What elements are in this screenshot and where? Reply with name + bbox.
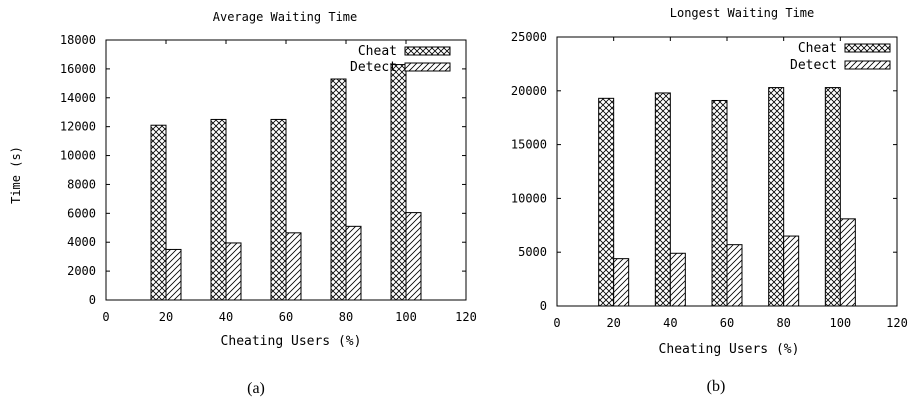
y-tick-label: 8000	[67, 177, 96, 191]
chart-title: Longest Waiting Time	[670, 6, 815, 20]
y-tick-label: 4000	[67, 235, 96, 249]
x-tick-label: 40	[663, 316, 677, 330]
x-tick-label: 0	[553, 316, 560, 330]
x-tick-label: 100	[829, 316, 851, 330]
y-tick-label: 0	[89, 293, 96, 307]
caption: (a)	[247, 380, 265, 397]
plot-frame	[556, 36, 898, 307]
bar-detect	[726, 244, 743, 307]
legend: Cheat Detect	[790, 41, 891, 73]
legend-label: Detect	[790, 58, 837, 73]
y-axis-label: Time (s)	[9, 146, 23, 204]
x-axis-label: Cheating Users (%)	[221, 334, 362, 349]
bar-cheat	[768, 87, 785, 307]
y-tick-label: 16000	[60, 62, 96, 76]
y-tick-label: 15000	[511, 138, 547, 152]
y-tick-label: 0	[540, 299, 547, 313]
bar-cheat	[270, 118, 287, 301]
bar-detect	[669, 252, 686, 307]
x-tick-label: 0	[102, 310, 109, 324]
y-tick-label: 2000	[67, 264, 96, 278]
legend-swatch	[404, 62, 451, 72]
bar-detect	[613, 258, 630, 307]
bar-cheat	[150, 124, 167, 301]
y-tick-label: 6000	[67, 206, 96, 220]
bar-cheat	[654, 92, 671, 307]
y-tick-label: 10000	[60, 149, 96, 163]
bar-cheat	[711, 99, 728, 307]
legend-label: Cheat	[798, 41, 837, 56]
x-tick-label: 120	[886, 316, 908, 330]
x-tick-label: 20	[606, 316, 620, 330]
x-tick-label: 120	[455, 310, 477, 324]
bar-cheat	[824, 87, 841, 307]
chart-a: 0 2000 4000 6000 8000 10000 12000 14000 16000 180…	[9, 10, 477, 397]
y-tick-label: 5000	[518, 245, 547, 259]
bar-detect	[783, 235, 800, 307]
bar-cheat	[330, 78, 347, 301]
y-tick-label: 18000	[60, 33, 96, 47]
x-tick-label: 60	[720, 316, 734, 330]
legend-swatch	[404, 46, 451, 56]
caption: (b)	[707, 378, 726, 395]
x-tick-label: 20	[159, 310, 173, 324]
y-tick-label: 12000	[60, 120, 96, 134]
x-tick-label: 80	[339, 310, 353, 324]
bar-cheat	[210, 118, 227, 301]
chart-title: Average Waiting Time	[213, 10, 358, 24]
y-tick-label: 20000	[511, 84, 547, 98]
y-tick-label: 14000	[60, 91, 96, 105]
x-tick-label: 40	[219, 310, 233, 324]
x-tick-label: 100	[395, 310, 417, 324]
bar-cheat	[598, 97, 615, 307]
bar-detect	[165, 248, 182, 301]
legend-swatch	[844, 43, 891, 53]
plot-frame	[105, 39, 467, 301]
bar-detect	[345, 225, 362, 301]
legend-label: Detect	[350, 60, 397, 75]
x-axis-label: Cheating Users (%)	[659, 342, 800, 357]
y-tick-label: 10000	[511, 191, 547, 205]
bar-detect	[285, 232, 302, 301]
x-tick-label: 80	[776, 316, 790, 330]
bar-detect	[405, 212, 422, 301]
legend-swatch	[844, 60, 891, 70]
y-tick-label: 25000	[511, 30, 547, 44]
x-tick-label: 60	[279, 310, 293, 324]
bar-detect	[839, 218, 856, 307]
bar-cheat	[390, 64, 407, 301]
legend-label: Cheat	[358, 44, 397, 59]
bar-detect	[225, 242, 242, 301]
chart-b: 0 5000 10000 15000 20000 25000 0 20 40 60 80 100 120…	[511, 6, 908, 395]
